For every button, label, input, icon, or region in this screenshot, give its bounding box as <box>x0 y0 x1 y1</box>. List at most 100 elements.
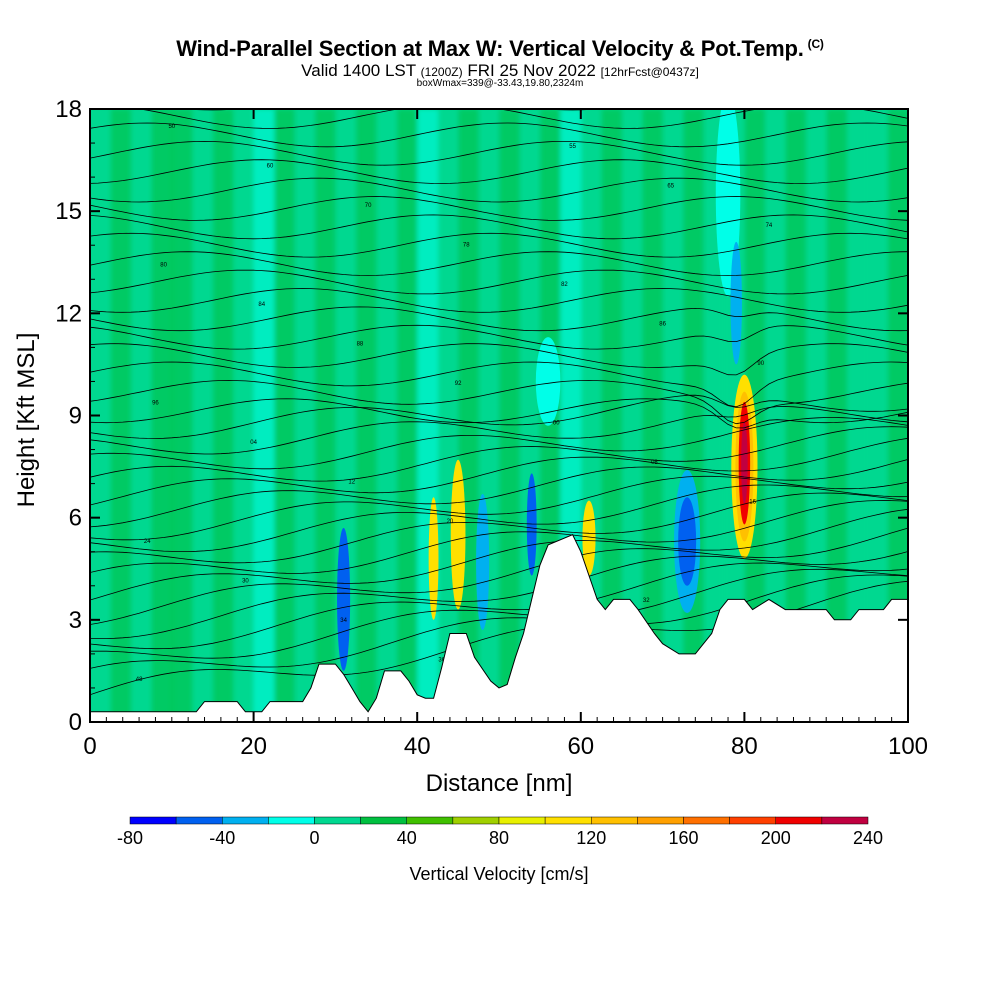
theta-contour <box>90 379 908 425</box>
velocity-cell <box>730 241 742 365</box>
velocity-stripe <box>294 109 316 722</box>
contour-label: 88 <box>357 341 364 347</box>
colorbar-swatch <box>729 816 776 825</box>
contour-label: 80 <box>160 262 167 268</box>
theta-contour <box>90 500 908 574</box>
contour-label: 36 <box>438 657 445 663</box>
contour-label: 96 <box>152 401 159 407</box>
contour-label: 70 <box>365 203 372 209</box>
colorbar-swatch <box>683 816 730 825</box>
velocity-cell <box>476 493 490 631</box>
colorbar-tick-label: 120 <box>576 828 606 848</box>
theta-contour <box>90 214 908 240</box>
chart-subtitle-box: boxWmax=339@-33.43,19.80,2324m <box>416 78 584 89</box>
theta-contour <box>90 426 908 482</box>
theta-contour <box>90 159 908 185</box>
copyright-mark: (C) <box>807 36 824 51</box>
y-tick-label: 18 <box>55 96 82 123</box>
y-tick-label: 15 <box>55 198 82 225</box>
theta-contour <box>90 306 908 332</box>
colorbar-tick-label: 80 <box>489 828 509 848</box>
velocity-stripe <box>887 109 908 722</box>
x-tick-label: 20 <box>240 733 267 760</box>
theta-contour <box>90 508 908 601</box>
contour-label: 82 <box>561 282 568 288</box>
velocity-field-stripes <box>90 109 908 722</box>
theta-contour <box>90 459 908 528</box>
velocity-cell <box>678 497 697 586</box>
velocity-stripe <box>314 109 337 722</box>
theta-contour <box>90 177 908 203</box>
velocity-stripe <box>233 109 255 722</box>
velocity-field-cells <box>337 109 758 671</box>
theta-contour <box>90 417 908 470</box>
theta-contour <box>90 562 908 650</box>
contour-label: 90 <box>757 361 764 367</box>
velocity-stripe <box>764 109 787 722</box>
colorbar-swatch <box>591 816 638 825</box>
velocity-stripe <box>110 109 132 722</box>
contour-label: 48 <box>136 677 143 683</box>
contour-label: 00 <box>553 420 560 426</box>
contour-label: 84 <box>258 302 265 308</box>
colorbar-swatch <box>406 816 454 825</box>
colorbar-tick-label: 240 <box>853 828 883 848</box>
velocity-cell <box>741 422 748 505</box>
colorbar-swatch <box>268 816 315 825</box>
velocity-stripe <box>212 109 235 722</box>
colorbar-swatch <box>129 816 177 825</box>
theta-contour <box>90 269 908 295</box>
velocity-stripe <box>130 109 153 722</box>
x-axis-label: Distance [nm] <box>426 770 573 797</box>
velocity-cell <box>337 527 351 671</box>
velocity-stripe <box>396 109 419 722</box>
colorbar-swatch <box>222 816 269 825</box>
y-tick-label: 6 <box>69 505 82 532</box>
y-axis-label: Height [Kft MSL] <box>13 333 40 508</box>
colorbar-label: Vertical Velocity [cm/s] <box>409 864 588 884</box>
colorbar-swatch <box>314 816 361 825</box>
velocity-stripe <box>826 109 848 722</box>
contour-label: 04 <box>250 440 257 446</box>
velocity-stripe <box>192 109 214 722</box>
colorbar-tick-label: 0 <box>309 828 319 848</box>
velocity-stripe <box>867 109 889 722</box>
colorbar-swatch <box>452 816 500 825</box>
contour-label: 50 <box>168 124 175 130</box>
velocity-stripe <box>478 109 500 722</box>
theta-contour <box>90 361 908 408</box>
velocity-stripe <box>642 109 664 722</box>
theta-contour <box>137 109 908 129</box>
colorbar-tick-label: -40 <box>209 828 235 848</box>
velocity-stripe <box>437 109 460 722</box>
colorbar-swatch <box>360 816 407 825</box>
colorbar-swatch <box>775 816 823 825</box>
velocity-stripe <box>151 109 173 722</box>
theta-contour <box>90 251 908 276</box>
theta-contour <box>90 475 908 541</box>
colorbar-tick-label: 160 <box>668 828 698 848</box>
colorbar-tick-label: 40 <box>397 828 417 848</box>
theta-contour <box>90 343 908 376</box>
theta-contour <box>90 196 908 221</box>
theta-contours: 4836353432302824201612080400969290888684… <box>90 109 908 696</box>
contour-label: 60 <box>267 164 274 170</box>
theta-contour <box>90 551 908 640</box>
theta-contour <box>90 398 908 429</box>
contour-label: 34 <box>340 618 347 624</box>
y-tick-label: 12 <box>55 300 82 327</box>
y-tick-label: 3 <box>69 607 82 634</box>
velocity-stripe <box>355 109 378 722</box>
velocity-stripe <box>499 109 521 722</box>
velocity-cell <box>450 459 466 610</box>
contour-label: 92 <box>455 381 462 387</box>
y-tick-label: 0 <box>69 709 82 736</box>
colorbar: -80 -40 0 40 80 120 160 200 240 <box>117 816 883 848</box>
x-tick-label: 40 <box>404 733 431 760</box>
theta-contour <box>90 484 908 552</box>
colorbar-swatch <box>544 816 592 825</box>
velocity-cell <box>535 337 561 426</box>
velocity-stripe <box>785 109 807 722</box>
colorbar-tick-label: 200 <box>761 828 791 848</box>
